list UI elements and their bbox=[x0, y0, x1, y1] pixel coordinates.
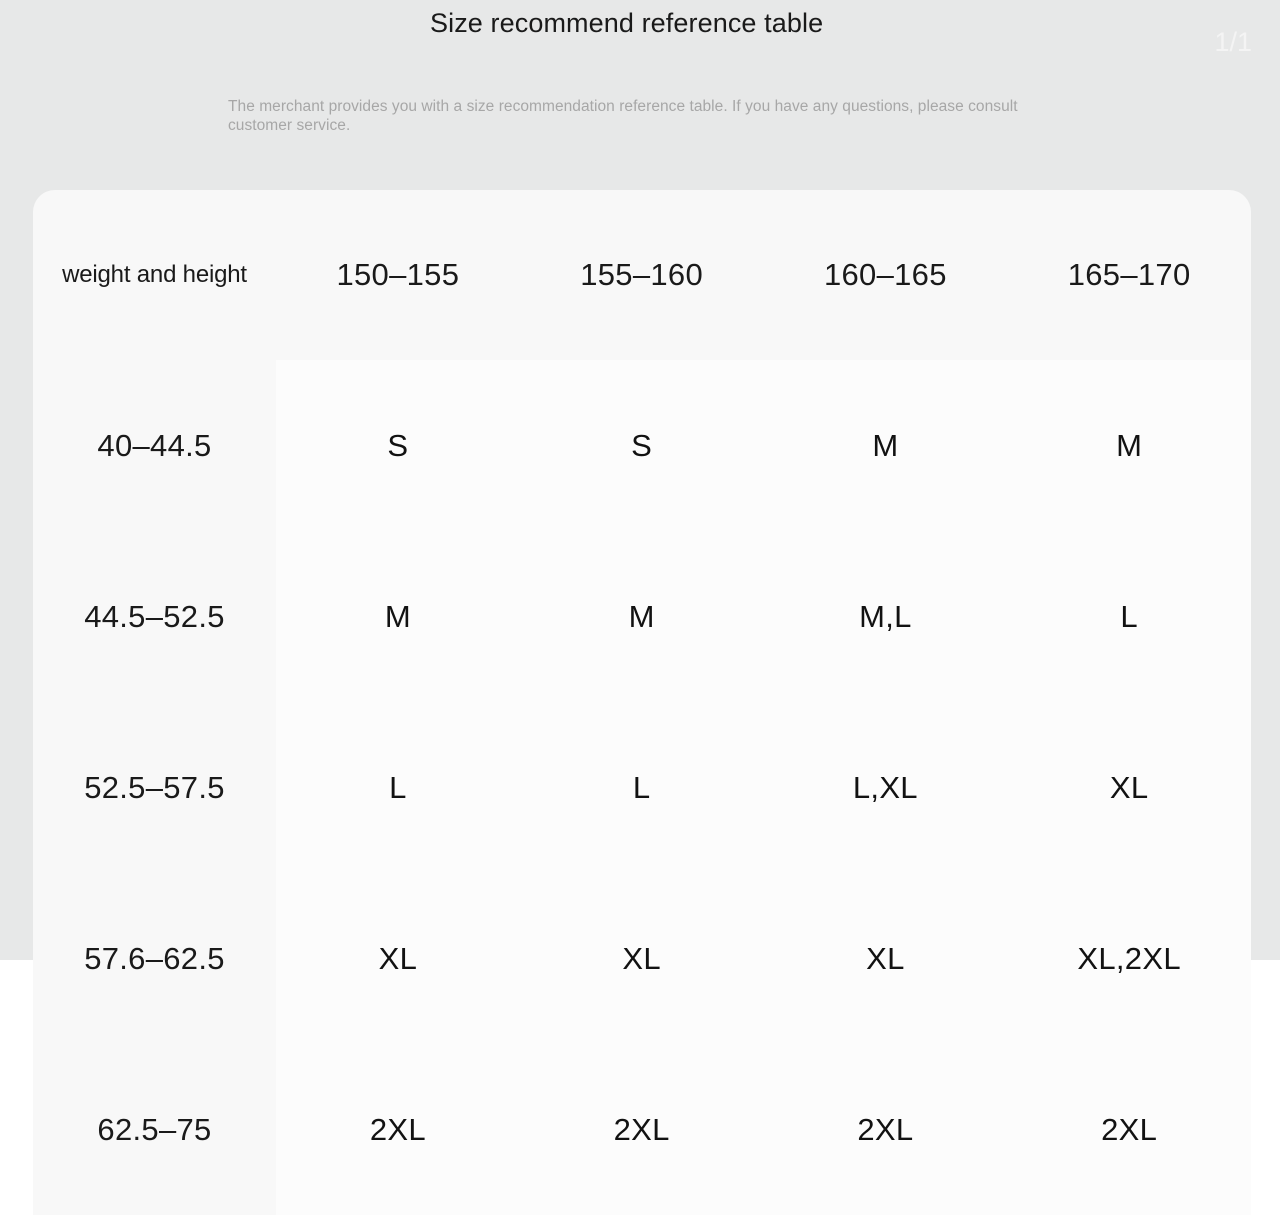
row-label: 44.5–52.5 bbox=[84, 598, 225, 634]
size-cell: XL bbox=[622, 940, 661, 976]
size-cell: M bbox=[628, 598, 655, 634]
page-title: Size recommend reference table bbox=[430, 8, 824, 38]
size-cell: L bbox=[1120, 598, 1138, 634]
column-header-155-160: 155–160 bbox=[580, 257, 704, 292]
size-cell: XL bbox=[866, 940, 905, 976]
size-cell: XL,2XL bbox=[1077, 940, 1181, 976]
size-cell: L bbox=[389, 769, 407, 805]
size-cell: M bbox=[384, 598, 411, 634]
table-row: 62.5–75 2XL 2XL 2XL 2XL bbox=[33, 1044, 1251, 1215]
size-cell: L bbox=[632, 769, 651, 805]
size-cell: XL bbox=[378, 940, 418, 976]
row-label: 52.5–57.5 bbox=[84, 769, 225, 805]
size-cell: S bbox=[387, 427, 409, 463]
column-header-160-165: 160–165 bbox=[823, 257, 947, 292]
table-corner-label: weight and height bbox=[62, 261, 247, 288]
page-subtitle: The merchant provides you with a size re… bbox=[228, 98, 1018, 134]
row-label: 57.6–62.5 bbox=[84, 940, 225, 976]
size-cell: S bbox=[631, 427, 653, 463]
table-row: 44.5–52.5 M M M,L L bbox=[33, 531, 1251, 702]
size-cell: 2XL bbox=[369, 1111, 426, 1147]
table-row: 57.6–62.5 XL XL XL XL,2XL bbox=[33, 873, 1251, 1044]
size-cell: L,XL bbox=[852, 769, 918, 805]
size-cell: 2XL bbox=[1101, 1111, 1158, 1147]
size-cell: M,L bbox=[859, 598, 912, 634]
column-header-165-170: 165–170 bbox=[1067, 257, 1191, 292]
size-cell: M bbox=[872, 427, 899, 463]
table-header-row: weight and height 150–155 155–160 160–16… bbox=[33, 190, 1251, 360]
row-label: 40–44.5 bbox=[97, 427, 212, 463]
size-recommendation-table: weight and height 150–155 155–160 160–16… bbox=[33, 190, 1251, 1215]
size-cell: 2XL bbox=[613, 1111, 670, 1147]
column-header-150-155: 150–155 bbox=[336, 257, 460, 292]
size-table-card: weight and height 150–155 155–160 160–16… bbox=[33, 190, 1251, 1215]
size-cell: XL bbox=[1109, 769, 1149, 805]
table-row: 52.5–57.5 L L L,XL XL bbox=[33, 702, 1251, 873]
row-label: 62.5–75 bbox=[97, 1111, 212, 1147]
table-row: 40–44.5 S S M M bbox=[33, 360, 1251, 531]
size-cell: M bbox=[1116, 427, 1143, 463]
size-cell: 2XL bbox=[857, 1111, 914, 1147]
size-table-data-panel bbox=[276, 360, 1251, 1215]
page-indicator: 1/1 bbox=[1214, 27, 1252, 57]
document-header: Size recommend reference table 1/1 The m… bbox=[0, 0, 1280, 190]
